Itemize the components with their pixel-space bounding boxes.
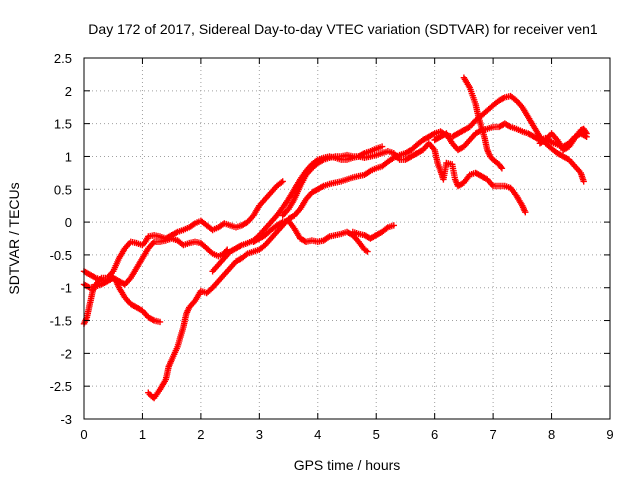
axis-tick-marks bbox=[83, 57, 611, 420]
y-axis-tick-labels: -3 -2.5 -2 -1.5 -1 -0.5 0 0.5 1 1.5 2 2.5 bbox=[50, 51, 72, 427]
x-tick-label: 6 bbox=[431, 427, 438, 442]
satellite-track-4 bbox=[145, 92, 587, 402]
x-tick-label: 3 bbox=[256, 427, 263, 442]
x-tick-label: 1 bbox=[139, 427, 146, 442]
plot-area-frame bbox=[83, 57, 611, 420]
y-tick-label: -1.5 bbox=[50, 314, 72, 329]
plus-markers bbox=[349, 222, 397, 242]
satellite-track-2 bbox=[80, 235, 231, 288]
satellite-track-8 bbox=[349, 222, 397, 242]
plus-markers bbox=[460, 74, 506, 172]
plus-markers bbox=[250, 217, 371, 255]
satellite-track-9 bbox=[460, 74, 506, 172]
y-tick-label: -2 bbox=[60, 346, 72, 361]
x-tick-label: 2 bbox=[197, 427, 204, 442]
y-tick-label: 2 bbox=[65, 84, 72, 99]
chart-title: Day 172 of 2017, Sidereal Day-to-day VTE… bbox=[88, 21, 598, 37]
plus-markers bbox=[536, 125, 590, 154]
x-tick-label: 5 bbox=[373, 427, 380, 442]
x-tick-label: 9 bbox=[606, 427, 613, 442]
y-tick-label: -1 bbox=[60, 281, 72, 296]
y-tick-label: 0.5 bbox=[54, 182, 72, 197]
satellite-track-11 bbox=[536, 125, 590, 154]
y-tick-label: -3 bbox=[60, 412, 72, 427]
y-tick-label: 2.5 bbox=[54, 51, 72, 66]
x-tick-label: 8 bbox=[548, 427, 555, 442]
y-tick-label: -0.5 bbox=[50, 248, 72, 263]
y-tick-label: 1.5 bbox=[54, 117, 72, 132]
x-axis-tick-labels: 0 1 2 3 4 5 6 7 8 9 bbox=[80, 427, 613, 442]
y-tick-label: 1 bbox=[65, 149, 72, 164]
y-axis-label: SDTVAR / TECUs bbox=[6, 182, 22, 294]
satellite-track-7 bbox=[250, 217, 371, 255]
y-tick-label: 0 bbox=[65, 215, 72, 230]
x-tick-label: 7 bbox=[489, 427, 496, 442]
plus-markers bbox=[145, 92, 587, 402]
y-tick-label: -2.5 bbox=[50, 379, 72, 394]
x-tick-label: 4 bbox=[314, 427, 321, 442]
x-axis-label: GPS time / hours bbox=[294, 457, 401, 473]
data-series-layer bbox=[80, 74, 590, 402]
plus-markers bbox=[80, 235, 231, 288]
x-tick-label: 0 bbox=[80, 427, 87, 442]
satellite-track-6 bbox=[279, 140, 529, 219]
plus-markers bbox=[279, 140, 529, 219]
